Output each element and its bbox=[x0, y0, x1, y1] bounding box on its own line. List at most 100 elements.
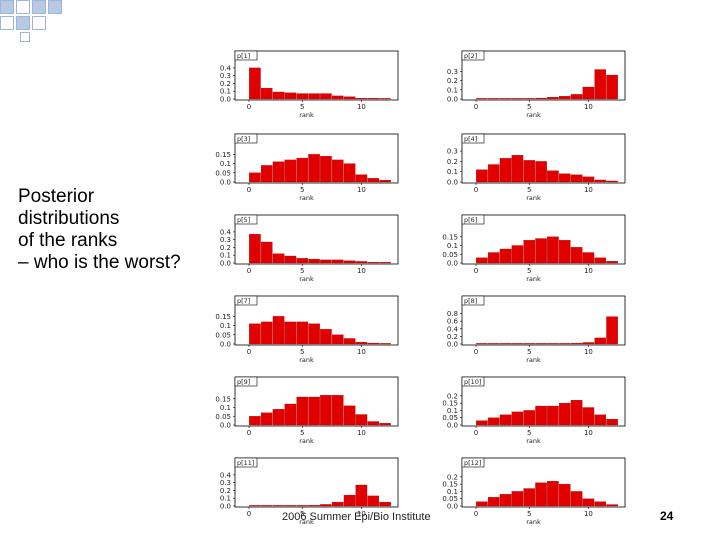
histogram-panel: p[4] 0.0 0.1 0.2 0.3 0 5 10 rank bbox=[447, 133, 626, 202]
bar bbox=[320, 259, 332, 264]
bar bbox=[511, 98, 524, 100]
bar bbox=[558, 343, 571, 345]
x-axis-label: rank bbox=[526, 437, 541, 445]
bar bbox=[487, 164, 500, 183]
bar bbox=[272, 91, 285, 100]
x-tick-label: 0 bbox=[474, 186, 478, 194]
bar bbox=[499, 414, 512, 426]
panel-title-box bbox=[234, 376, 258, 387]
y-tick-label: 0.1 bbox=[447, 242, 458, 250]
y-tick-label: 0.1 bbox=[220, 322, 231, 330]
bar bbox=[260, 165, 273, 183]
histogram-panel: p[12] 0.00.050.10.150.2 0 5 10 rank bbox=[442, 457, 626, 526]
bar bbox=[570, 343, 583, 345]
bar bbox=[379, 262, 391, 264]
bar bbox=[367, 342, 380, 345]
deco-square bbox=[0, 16, 14, 30]
y-tick-label: 0.15 bbox=[215, 395, 231, 403]
panel-title-box bbox=[461, 133, 485, 144]
x-tick-label: 10 bbox=[584, 348, 593, 356]
panel-title: p[11] bbox=[237, 459, 254, 467]
bar bbox=[249, 323, 261, 345]
bar bbox=[308, 396, 320, 426]
y-tick-label: 0.0 bbox=[447, 179, 458, 187]
y-tick-label: 0.05 bbox=[215, 331, 231, 339]
bar bbox=[284, 255, 297, 264]
bar bbox=[523, 98, 536, 100]
bar bbox=[547, 343, 559, 345]
bar bbox=[606, 261, 618, 264]
bar bbox=[511, 343, 524, 345]
x-tick-label: 5 bbox=[527, 267, 531, 275]
bar bbox=[476, 169, 488, 183]
y-tick-label: 0.4 bbox=[220, 471, 232, 479]
y-tick-label: 0.3 bbox=[220, 72, 231, 80]
bar bbox=[535, 343, 547, 345]
bar bbox=[570, 491, 583, 507]
bar bbox=[547, 170, 559, 183]
y-tick-label: 0.15 bbox=[442, 481, 458, 489]
bar bbox=[523, 160, 536, 183]
bar bbox=[308, 93, 320, 100]
y-tick-label: 0.2 bbox=[447, 392, 458, 400]
x-tick-label: 5 bbox=[300, 103, 304, 111]
bar bbox=[284, 403, 297, 426]
bar bbox=[511, 411, 524, 426]
x-tick-label: 5 bbox=[300, 186, 304, 194]
y-tick-label: 0.15 bbox=[215, 313, 231, 321]
bar bbox=[272, 316, 285, 345]
bar bbox=[476, 501, 488, 507]
y-tick-label: 0.2 bbox=[220, 80, 231, 88]
bar bbox=[249, 416, 261, 426]
x-axis-label: rank bbox=[526, 194, 541, 202]
bar bbox=[331, 334, 344, 345]
y-tick-label: 0.0 bbox=[447, 341, 458, 349]
y-tick-label: 0.3 bbox=[220, 236, 231, 244]
bar bbox=[476, 257, 488, 264]
bar bbox=[367, 262, 380, 264]
bar bbox=[331, 259, 344, 264]
bar bbox=[476, 98, 488, 100]
bar bbox=[594, 414, 607, 426]
y-tick-label: 0.1 bbox=[447, 407, 458, 415]
bar bbox=[582, 252, 595, 264]
panel-title-box bbox=[461, 295, 485, 306]
bar bbox=[296, 321, 309, 345]
x-axis-label: rank bbox=[526, 356, 541, 364]
panel-title-box bbox=[234, 214, 258, 225]
y-tick-label: 0.4 bbox=[447, 325, 459, 333]
y-tick-label: 0.0 bbox=[220, 422, 231, 430]
deco-square bbox=[48, 0, 62, 14]
bar bbox=[320, 504, 332, 507]
bar bbox=[547, 405, 559, 426]
bar bbox=[249, 172, 261, 183]
bar bbox=[606, 180, 618, 183]
bar bbox=[487, 343, 500, 345]
panel-title-box bbox=[461, 50, 485, 61]
bar bbox=[343, 96, 356, 100]
bar bbox=[355, 261, 368, 264]
x-axis-label: rank bbox=[299, 111, 314, 119]
y-tick-label: 0.0 bbox=[220, 96, 231, 104]
y-tick-label: 0.2 bbox=[447, 333, 458, 341]
x-tick-label: 0 bbox=[474, 510, 478, 518]
bar bbox=[582, 407, 595, 426]
panel-title-box bbox=[234, 457, 258, 468]
y-tick-label: 0.1 bbox=[447, 168, 458, 176]
bar bbox=[606, 419, 618, 426]
deco-square bbox=[16, 16, 30, 30]
panel-title: p[12] bbox=[464, 459, 481, 467]
deco-square bbox=[32, 0, 46, 14]
y-tick-label: 0.0 bbox=[220, 503, 231, 511]
bar bbox=[260, 505, 273, 507]
bar bbox=[379, 343, 391, 345]
bar bbox=[272, 409, 285, 426]
bar bbox=[308, 323, 320, 345]
x-tick-label: 5 bbox=[300, 267, 304, 275]
x-tick-label: 10 bbox=[357, 348, 366, 356]
histogram-panel: p[6] 0.00.050.10.15 0 5 10 rank bbox=[442, 214, 626, 283]
bar bbox=[535, 161, 547, 183]
bar bbox=[284, 321, 297, 345]
bar bbox=[594, 179, 607, 183]
x-tick-label: 10 bbox=[357, 103, 366, 111]
